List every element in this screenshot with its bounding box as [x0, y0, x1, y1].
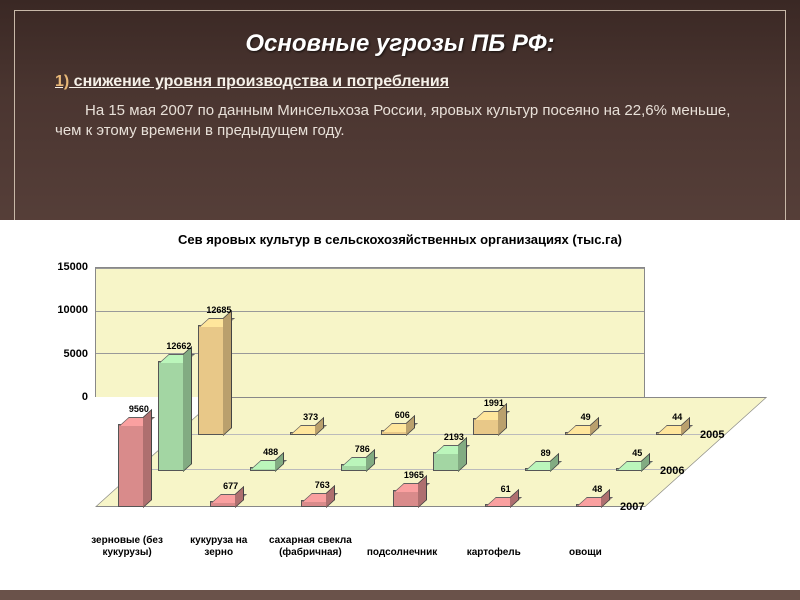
y-axis: 050001000015000: [20, 267, 92, 507]
category-label: сахарная свекла (фабричная): [268, 535, 353, 558]
bar-value-label: 606: [395, 410, 410, 420]
bar-value-label: 48: [592, 484, 602, 494]
series-year-label: 2006: [660, 465, 684, 477]
bar: [576, 504, 602, 507]
category-label: овощи: [543, 547, 628, 559]
bar-value-label: 89: [541, 448, 551, 458]
bar-value-label: 9560: [129, 404, 149, 414]
bar-value-label: 44: [672, 412, 682, 422]
category-label: подсолнечник: [360, 547, 445, 559]
bar-value-label: 1991: [484, 398, 504, 408]
y-tick-label: 5000: [64, 348, 88, 360]
slide-background: Основные угрозы ПБ РФ: 1) снижение уровн…: [0, 0, 800, 600]
bar-value-label: 763: [315, 480, 330, 490]
bar: [118, 424, 144, 507]
bar: [656, 432, 682, 435]
bar: [433, 452, 459, 471]
bar-value-label: 786: [355, 444, 370, 454]
bar-value-label: 45: [632, 448, 642, 458]
bar-value-label: 2193: [444, 432, 464, 442]
bar: [381, 430, 407, 435]
bar-value-label: 373: [303, 412, 318, 422]
bars-group: 9560 677 763 1965 61 48 12662 488 786 2193 89 45 126…: [95, 267, 645, 507]
bar-value-label: 61: [501, 484, 511, 494]
bar-value-label: 49: [581, 412, 591, 422]
bar-value-label: 12662: [166, 341, 191, 351]
bar: [473, 418, 499, 435]
bar: [616, 468, 642, 471]
bar: [341, 464, 367, 471]
bar: [525, 468, 551, 471]
bar: [565, 432, 591, 435]
bar-value-label: 1965: [404, 470, 424, 480]
bar: [393, 490, 419, 507]
chart-title: Сев яровых культур в сельскохозяйственны…: [0, 220, 800, 252]
bar: [250, 467, 276, 471]
bar: [301, 500, 327, 507]
category-label: зерновые (без кукурузы): [85, 535, 170, 558]
bar-value-label: 12685: [206, 305, 231, 315]
category-label: картофель: [451, 547, 536, 559]
bar-value-label: 677: [223, 481, 238, 491]
bar: [210, 501, 236, 507]
chart-canvas: 0 5000 10000 15000 9560 677 763 1965 61 48 12662 4…: [20, 252, 780, 562]
y-tick-label: 10000: [57, 304, 88, 316]
category-label: кукуруза на зерно: [176, 535, 261, 558]
y-tick-label: 0: [82, 391, 88, 403]
y-tick-label: 15000: [57, 261, 88, 273]
bar: [198, 325, 224, 435]
series-year-label: 2007: [620, 501, 644, 513]
bar: [158, 361, 184, 471]
bar: [290, 432, 316, 435]
bar-value-label: 488: [263, 447, 278, 457]
chart-container: Сев яровых культур в сельскохозяйственны…: [0, 220, 800, 590]
series-year-label: 2005: [700, 429, 724, 441]
bar: [485, 504, 511, 507]
